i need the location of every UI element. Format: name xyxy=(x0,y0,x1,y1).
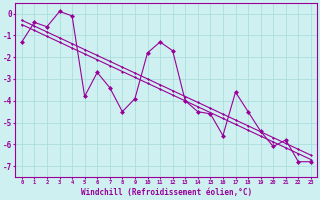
X-axis label: Windchill (Refroidissement éolien,°C): Windchill (Refroidissement éolien,°C) xyxy=(81,188,252,197)
